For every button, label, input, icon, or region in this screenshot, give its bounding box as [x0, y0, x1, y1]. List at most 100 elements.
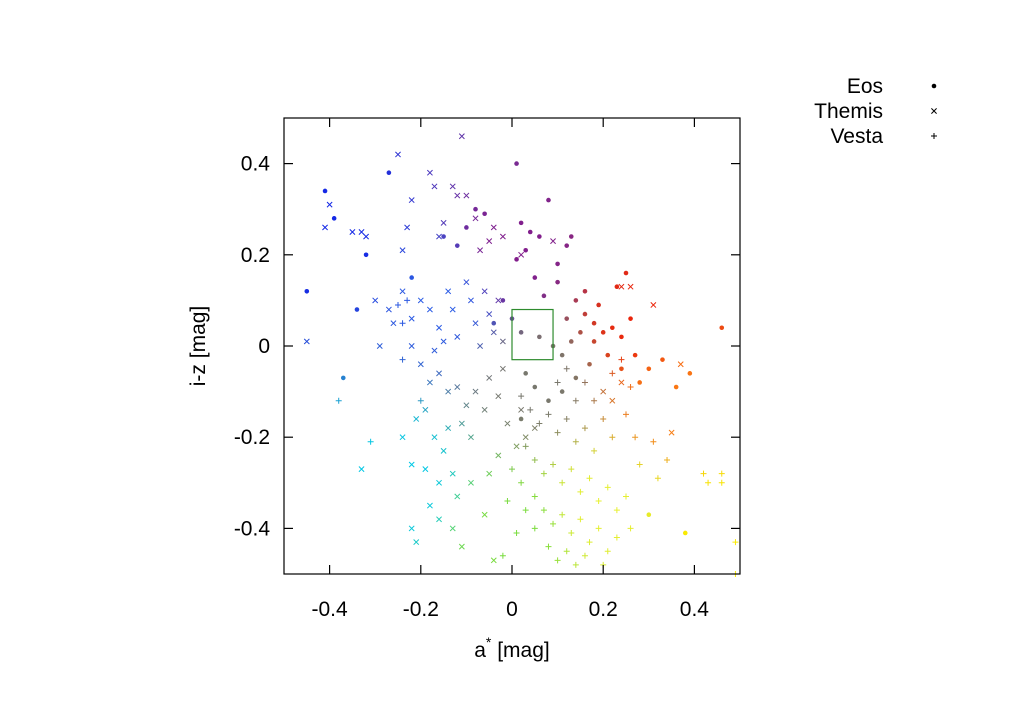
- vesta-point: [627, 384, 634, 391]
- themis-point: [436, 370, 442, 377]
- vesta-point: [559, 511, 566, 518]
- eos-point: [605, 352, 611, 358]
- eos-point: [582, 311, 588, 317]
- vesta-point: [577, 516, 584, 523]
- eos-point: [546, 197, 551, 203]
- themis-point: [495, 297, 502, 304]
- themis-point: [650, 302, 657, 308]
- themis-point: [408, 315, 415, 322]
- vesta-point: [664, 457, 671, 463]
- vesta-point: [417, 397, 424, 404]
- vesta-point: [540, 470, 547, 477]
- vesta-point: [609, 434, 616, 441]
- vesta-point: [518, 393, 525, 400]
- vesta-point: [627, 525, 634, 532]
- eos-point: [500, 298, 506, 303]
- eos-point: [532, 275, 538, 280]
- ticks-layer: [284, 118, 740, 574]
- y-tick-label: -0.4: [234, 517, 271, 540]
- eos-point: [596, 302, 601, 308]
- x-tick-label: -0.2: [403, 598, 439, 621]
- themis-point: [668, 429, 675, 436]
- vesta-point: [609, 370, 616, 377]
- themis-point: [481, 288, 488, 295]
- eos-point: [632, 352, 638, 358]
- themis-point: [449, 183, 456, 190]
- vesta-point: [654, 475, 661, 482]
- eos-point: [719, 325, 725, 331]
- vesta-point: [604, 548, 611, 555]
- vesta-point: [604, 484, 611, 491]
- x-tick-label: 0.2: [589, 598, 618, 621]
- vesta-point: [572, 561, 579, 568]
- eos-point: [559, 352, 565, 358]
- themis-point: [481, 511, 488, 518]
- themis-point: [550, 238, 556, 245]
- themis-point: [472, 320, 479, 327]
- themis-point: [358, 229, 365, 235]
- vesta-point: [545, 411, 552, 418]
- eos-point: [564, 243, 570, 248]
- themis-point: [486, 238, 493, 245]
- eos-point: [532, 384, 538, 390]
- themis-point: [458, 420, 465, 427]
- eos-point: [454, 243, 460, 248]
- eos-point: [518, 330, 524, 335]
- vesta-point: [586, 539, 593, 546]
- vesta-point: [399, 356, 406, 363]
- vesta-point: [499, 552, 506, 559]
- themis-point: [431, 183, 438, 190]
- themis-point: [399, 247, 406, 254]
- themis-point: [458, 133, 465, 140]
- eos-point: [322, 188, 328, 194]
- eos-point: [409, 275, 414, 280]
- vesta-point: [572, 438, 579, 445]
- themis-point: [463, 192, 470, 199]
- y-axis-title: i-z [mag]: [187, 306, 210, 387]
- themis-point: [440, 219, 447, 226]
- vesta-point: [395, 301, 401, 308]
- themis-point: [399, 434, 406, 441]
- vesta-point: [531, 525, 538, 532]
- themis-point: [463, 279, 470, 286]
- themis-point: [499, 233, 506, 240]
- themis-point: [408, 197, 415, 204]
- vesta-point: [568, 466, 575, 473]
- vesta-point: [700, 470, 707, 477]
- eos-point: [559, 389, 565, 394]
- vesta-point: [650, 438, 657, 445]
- highlight-box: [511, 308, 554, 361]
- eos-point: [614, 284, 620, 290]
- themis-point: [408, 343, 415, 349]
- themis-point: [609, 397, 616, 404]
- vesta-point: [504, 498, 511, 505]
- y-tick-label: -0.2: [234, 426, 270, 449]
- eos-point: [619, 366, 624, 372]
- themis-point: [404, 224, 411, 231]
- eos-point: [619, 334, 624, 340]
- themis-point: [385, 306, 392, 313]
- themis-point: [490, 557, 497, 564]
- themis-point: [431, 347, 438, 354]
- legend-marker-eos: [931, 83, 937, 89]
- eos-point: [555, 261, 560, 267]
- themis-point: [440, 447, 447, 454]
- themis-point: [422, 406, 429, 413]
- themis-point: [522, 434, 529, 441]
- x-axis-title: a* [mag]: [474, 634, 550, 662]
- vesta-point: [718, 479, 725, 486]
- themis-point: [372, 297, 379, 304]
- themis-point: [463, 402, 470, 409]
- themis-point: [436, 516, 442, 523]
- themis-point: [490, 329, 497, 336]
- vesta-point: [581, 425, 588, 432]
- themis-point: [495, 393, 502, 400]
- vesta-point: [513, 529, 520, 536]
- eos-point: [537, 334, 542, 340]
- eos-point: [660, 357, 665, 362]
- tick-labels-layer: -0.4 -0.2 0 0.2 0.4 0.4 0.2 0 -0.2 -0.4: [234, 153, 709, 621]
- vesta-point: [518, 479, 525, 486]
- legend-marker-vesta: [931, 133, 937, 139]
- x-tick-label: 0: [506, 598, 518, 621]
- vesta-point: [563, 365, 570, 372]
